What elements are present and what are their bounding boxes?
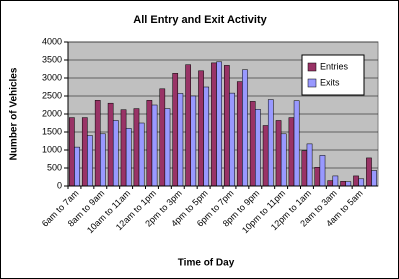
bar	[87, 135, 93, 187]
bar	[229, 92, 235, 187]
bar	[211, 62, 217, 187]
bar	[275, 120, 282, 187]
bar	[353, 175, 359, 187]
legend-swatch	[307, 78, 317, 88]
bar	[327, 180, 334, 187]
bar	[112, 120, 119, 187]
bar	[146, 100, 153, 187]
bar	[185, 64, 191, 187]
bar	[371, 170, 377, 187]
bar	[366, 157, 372, 187]
bar	[249, 101, 256, 187]
bar	[262, 125, 269, 187]
legend-label: Entries	[320, 61, 349, 71]
chart-title: All Entry and Exit Activity	[133, 14, 267, 26]
bar	[301, 150, 308, 187]
bar	[81, 117, 88, 187]
bar	[332, 175, 339, 187]
bar	[236, 81, 243, 187]
legend-label: Exits	[320, 77, 340, 87]
y-tick-label: 3500	[42, 54, 62, 64]
bar	[293, 100, 300, 187]
bar	[164, 108, 171, 187]
bar	[69, 117, 75, 187]
y-tick-label: 2500	[42, 90, 62, 100]
bar	[190, 95, 197, 187]
bar	[280, 133, 287, 187]
bar	[74, 146, 80, 187]
y-tick-label: 2000	[42, 108, 62, 118]
y-tick-label: 1000	[42, 144, 62, 154]
y-tick-label: 1500	[42, 126, 62, 136]
y-tick-label: 500	[47, 162, 62, 172]
bar	[107, 102, 114, 187]
bar	[151, 104, 158, 187]
bar	[177, 93, 184, 187]
bar	[255, 109, 261, 187]
legend-swatch	[307, 62, 317, 72]
bar	[125, 128, 132, 187]
x-axis-title: Time of Day	[178, 258, 235, 269]
bar	[314, 167, 321, 187]
bar	[203, 86, 210, 187]
y-tick-label: 3000	[42, 72, 62, 82]
bar	[120, 109, 127, 187]
bar	[224, 65, 230, 187]
y-tick-label: 0	[57, 180, 62, 190]
bar	[216, 61, 222, 187]
bar	[133, 108, 140, 187]
bar	[94, 100, 101, 187]
bar	[340, 181, 346, 187]
bar	[172, 73, 179, 187]
legend-box	[301, 54, 365, 96]
bar	[242, 69, 248, 187]
bar	[358, 178, 365, 187]
bar	[288, 117, 295, 187]
bar	[306, 143, 313, 187]
y-axis-title: Number of Vehicles	[9, 67, 20, 160]
bar	[138, 122, 145, 187]
bar	[267, 99, 274, 187]
y-tick-label: 4000	[42, 36, 62, 46]
bar	[319, 155, 326, 187]
bar	[159, 88, 166, 187]
bar	[100, 133, 106, 187]
bar	[345, 181, 352, 187]
bar	[198, 70, 204, 187]
